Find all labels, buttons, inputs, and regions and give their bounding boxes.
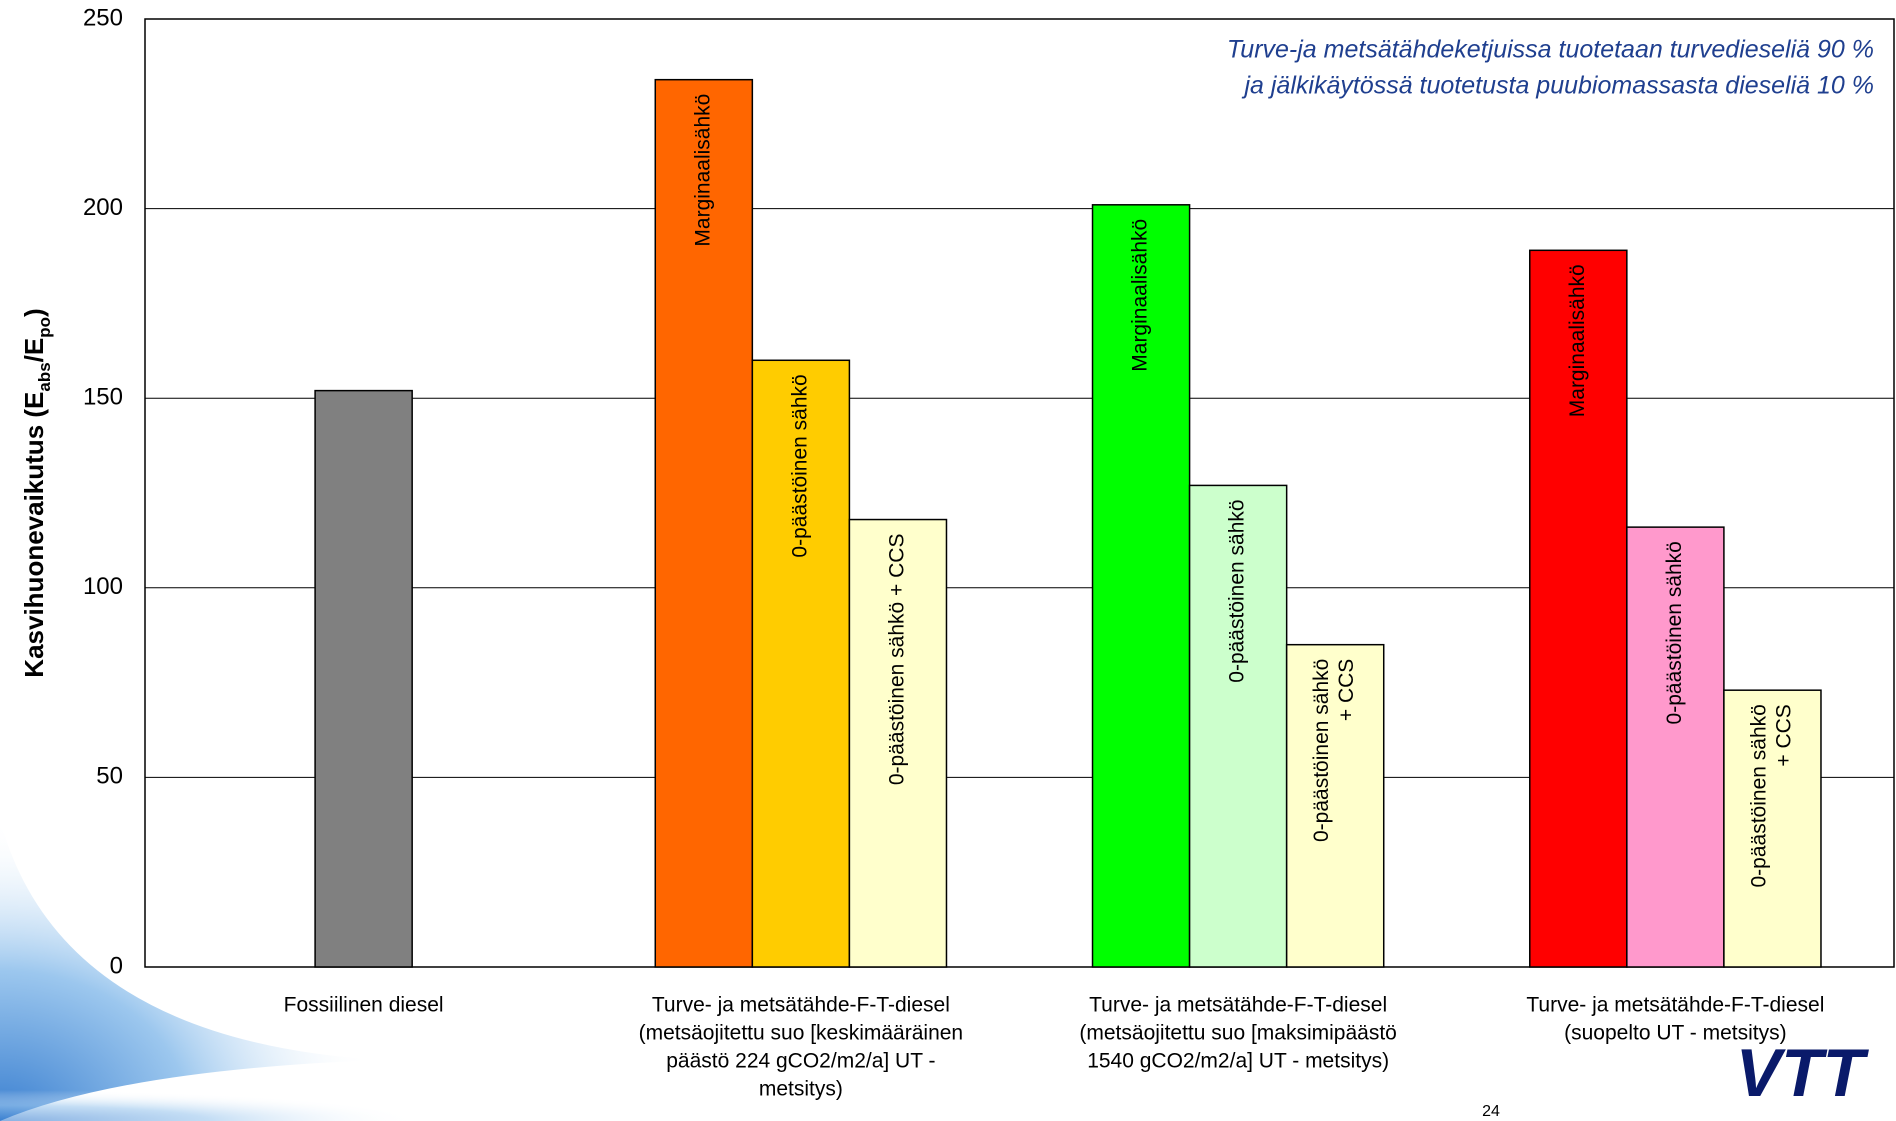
bar	[1529, 249, 1628, 968]
bar-label: + CCS	[1772, 704, 1795, 766]
bar	[1723, 689, 1822, 968]
y-tick-label: 0	[110, 952, 123, 979]
bar	[1626, 526, 1725, 968]
x-tick-label: (metsäojitettu suo [maksimipäästö	[1079, 1022, 1396, 1045]
decoration	[0, 1090, 420, 1121]
bar-label: 0-päästöinen sähkö	[1747, 704, 1770, 887]
x-tick-label: Turve- ja metsätähde-F-T-diesel	[1526, 994, 1824, 1017]
x-tick-label: 1540 gCO2/m2/a] UT - metsitys)	[1087, 1050, 1389, 1073]
y-axis-label: Kasvihuonevaikutus (Eabs/Epo)	[19, 308, 54, 677]
bar	[1285, 643, 1385, 968]
bar-label: 0-päästöinen sähkö	[788, 374, 811, 557]
bar	[314, 389, 413, 968]
bar-label: + CCS	[1335, 659, 1358, 721]
x-tick-label: Turve- ja metsätähde-F-T-diesel	[652, 994, 950, 1017]
decoration	[0, 820, 380, 1121]
bar	[654, 78, 754, 968]
y-axis-label-part: abs	[35, 362, 54, 391]
x-tick-label: päästö 224 gCO2/m2/a] UT -	[666, 1050, 935, 1073]
annotation: ja jälkikäytössä tuotetusta puubiomassas…	[1241, 72, 1874, 100]
annotation: Turve-ja metsätähdeketjuissa tuotetaan t…	[1227, 36, 1874, 64]
y-tick-label: 100	[83, 573, 123, 600]
bar-label: 0-päästöinen sähkö	[1310, 659, 1333, 842]
bar-label: Marginaalisähkö	[691, 94, 714, 247]
bar	[1091, 204, 1191, 968]
bar-label: Marginaalisähkö	[1129, 219, 1152, 372]
x-tick-label: (suopelto UT - metsitys)	[1564, 1022, 1787, 1045]
bar	[848, 518, 948, 968]
logo: VTT	[1736, 1035, 1870, 1111]
y-axis-label-part: Kasvihuonevaikutus (E	[19, 392, 49, 678]
x-tick-label: metsitys)	[759, 1078, 843, 1101]
bar	[1188, 484, 1288, 968]
page-number: 24	[1482, 1103, 1500, 1120]
plot: 0 50 100 150 200 250 Kasvihuonevaikutus (Eabs/…	[19, 4, 1895, 1101]
y-tick-label: 200	[83, 194, 123, 221]
x-tick-label: Fossiilinen diesel	[284, 994, 444, 1017]
y-tick-label: 150	[83, 384, 123, 411]
y-tick-label: 50	[96, 763, 123, 790]
y-tick-label: 250	[83, 4, 123, 31]
x-tick-label: (metsäojitettu suo [keskimääräinen	[639, 1022, 964, 1045]
y-axis-label-part: /E	[19, 338, 49, 363]
bar-label: 0-päästöinen sähkö	[1663, 541, 1686, 724]
y-axis-label-part: po	[35, 317, 54, 338]
bar-label: Marginaalisähkö	[1566, 264, 1589, 417]
x-tick-label: Turve- ja metsätähde-F-T-diesel	[1089, 994, 1387, 1017]
bar-label: 0-päästöinen sähkö	[1226, 499, 1249, 682]
bar	[751, 359, 851, 968]
plot-frame	[144, 18, 1895, 968]
bar-label: 0-päästöinen sähkö + CCS	[885, 534, 908, 786]
y-axis-label-part: )	[19, 308, 49, 317]
